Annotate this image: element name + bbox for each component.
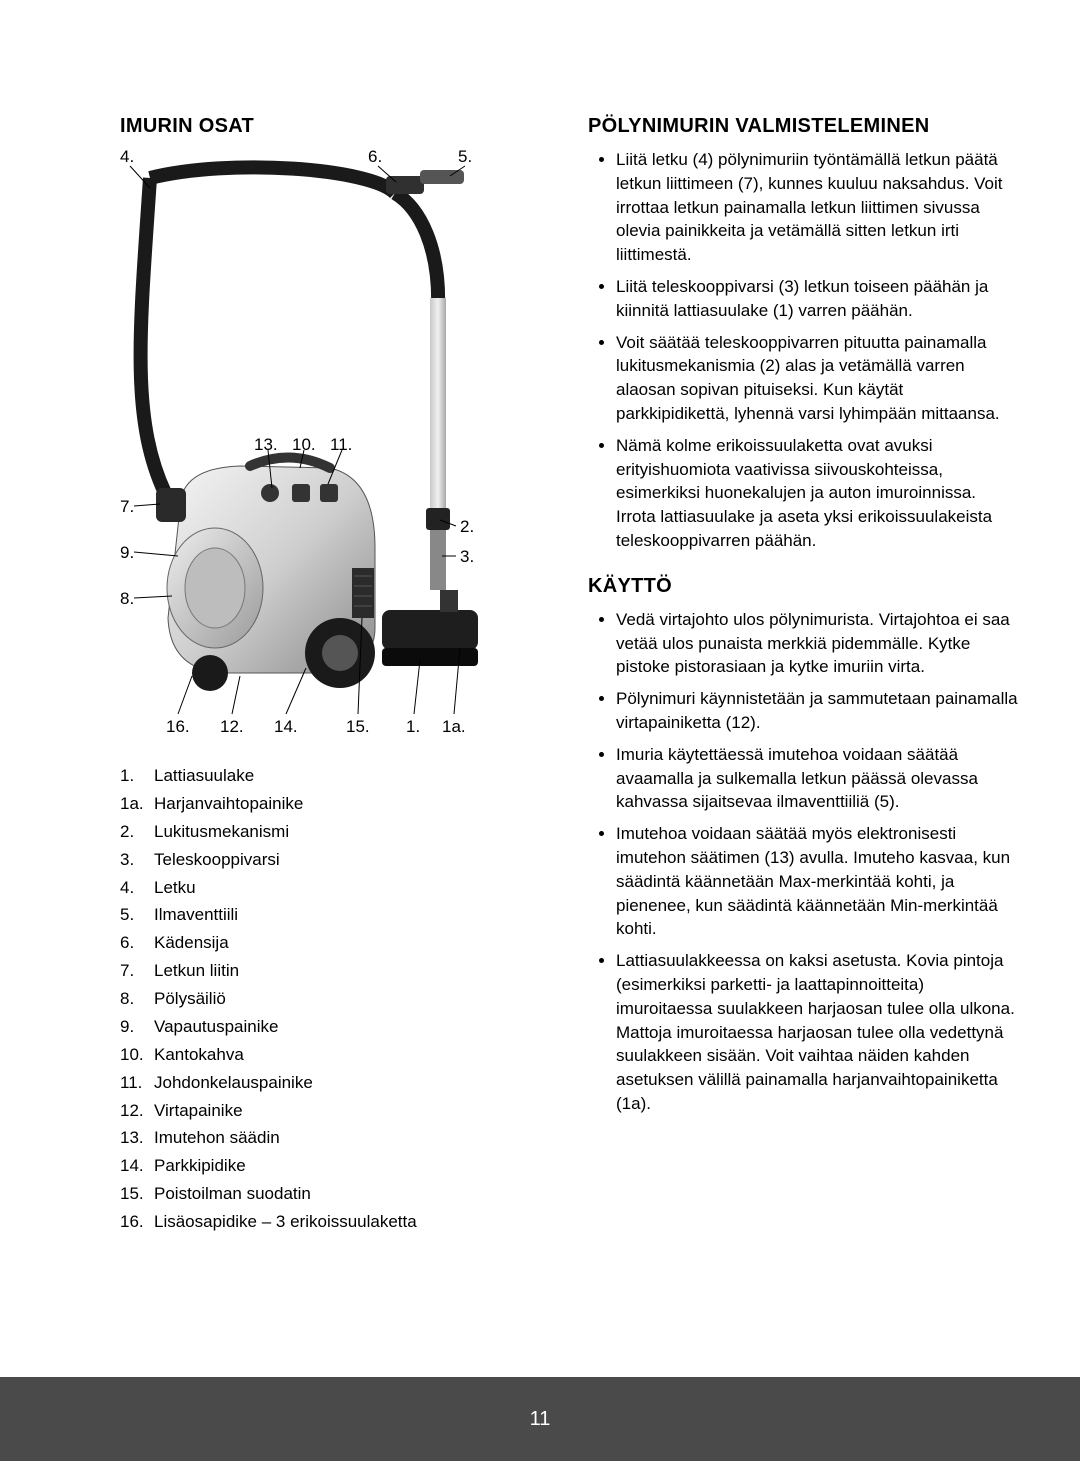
part-label: Pölysäiliö [154,985,552,1013]
list-item: Imuria käytettäessä imutehoa voidaan sää… [616,743,1020,814]
parts-list: 1.Lattiasuulake 1a.Harjanvaihtopainike 2… [120,762,552,1236]
list-item: Liitä teleskooppivarsi (3) letkun toisee… [616,275,1020,323]
parts-row: 13.Imutehon säädin [120,1124,552,1152]
parts-row: 15.Poistoilman suodatin [120,1180,552,1208]
parts-row: 5.Ilmaventtiili [120,901,552,929]
list-item: Pölynimuri käynnistetään ja sammutetaan … [616,687,1020,735]
usage-list: Vedä virtajohto ulos pölynimurista. Virt… [588,608,1020,1116]
part-label: Virtapainike [154,1097,552,1125]
part-label: Ilmaventtiili [154,901,552,929]
part-num: 1. [120,762,154,790]
part-num: 13. [120,1124,154,1152]
part-label: Johdonkelauspainike [154,1069,552,1097]
part-label: Letkun liitin [154,957,552,985]
vacuum-illustration [120,148,480,738]
part-label: Imutehon säädin [154,1124,552,1152]
part-num: 8. [120,985,154,1013]
part-num: 3. [120,846,154,874]
part-label: Kantokahva [154,1041,552,1069]
content-columns: IMURIN OSAT 4. 6. 5. 13. 10. 11. 7. 9. 8… [120,115,1020,1351]
parts-row: 14.Parkkipidike [120,1152,552,1180]
part-num: 10. [120,1041,154,1069]
list-item: Vedä virtajohto ulos pölynimurista. Virt… [616,608,1020,679]
vacuum-diagram: 4. 6. 5. 13. 10. 11. 7. 9. 8. 2. 3. 16. … [120,148,480,738]
part-label: Lisäosapidike – 3 erikoissuulaketta [154,1208,552,1236]
list-item: Nämä kolme erikoissuulaketta ovat avuksi… [616,434,1020,553]
part-label: Parkkipidike [154,1152,552,1180]
page-number: 11 [530,1408,551,1431]
usage-section: KÄYTTÖ Vedä virtajohto ulos pölynimurist… [588,575,1020,1116]
parts-row: 4.Letku [120,874,552,902]
part-label: Letku [154,874,552,902]
part-num: 2. [120,818,154,846]
parts-row: 8.Pölysäiliö [120,985,552,1013]
part-label: Poistoilman suodatin [154,1180,552,1208]
right-column: PÖLYNIMURIN VALMISTELEMINEN Liitä letku … [588,115,1020,1351]
preparation-list: Liitä letku (4) pölynimuriin työntämällä… [588,148,1020,553]
part-label: Kädensija [154,929,552,957]
parts-row: 1.Lattiasuulake [120,762,552,790]
list-item: Lattiasuulakkeessa on kaksi asetusta. Ko… [616,949,1020,1116]
parts-row: 11.Johdonkelauspainike [120,1069,552,1097]
manual-page: IMURIN OSAT 4. 6. 5. 13. 10. 11. 7. 9. 8… [0,0,1080,1461]
part-num: 5. [120,901,154,929]
parts-row: 2.Lukitusmekanismi [120,818,552,846]
part-num: 7. [120,957,154,985]
part-num: 6. [120,929,154,957]
part-label: Harjanvaihtopainike [154,790,552,818]
list-item: Voit säätää teleskooppivarren pituutta p… [616,331,1020,426]
list-item: Imutehoa voidaan säätää myös elektronise… [616,822,1020,941]
preparation-heading: PÖLYNIMURIN VALMISTELEMINEN [588,115,1020,138]
parts-row: 12.Virtapainike [120,1097,552,1125]
parts-row: 16.Lisäosapidike – 3 erikoissuulaketta [120,1208,552,1236]
usage-heading: KÄYTTÖ [588,575,1020,598]
part-label: Vapautuspainike [154,1013,552,1041]
parts-row: 9.Vapautuspainike [120,1013,552,1041]
part-num: 15. [120,1180,154,1208]
page-footer: 11 [0,1377,1080,1461]
part-num: 4. [120,874,154,902]
parts-row: 7.Letkun liitin [120,957,552,985]
part-label: Lukitusmekanismi [154,818,552,846]
part-num: 1a. [120,790,154,818]
part-num: 16. [120,1208,154,1236]
part-num: 9. [120,1013,154,1041]
parts-row: 3.Teleskooppivarsi [120,846,552,874]
part-num: 12. [120,1097,154,1125]
list-item: Liitä letku (4) pölynimuriin työntämällä… [616,148,1020,267]
parts-row: 6.Kädensija [120,929,552,957]
preparation-section: PÖLYNIMURIN VALMISTELEMINEN Liitä letku … [588,115,1020,553]
part-label: Lattiasuulake [154,762,552,790]
parts-row: 1a.Harjanvaihtopainike [120,790,552,818]
parts-row: 10.Kantokahva [120,1041,552,1069]
parts-heading: IMURIN OSAT [120,115,552,138]
part-num: 14. [120,1152,154,1180]
left-column: IMURIN OSAT 4. 6. 5. 13. 10. 11. 7. 9. 8… [120,115,552,1351]
part-label: Teleskooppivarsi [154,846,552,874]
part-num: 11. [120,1069,154,1097]
